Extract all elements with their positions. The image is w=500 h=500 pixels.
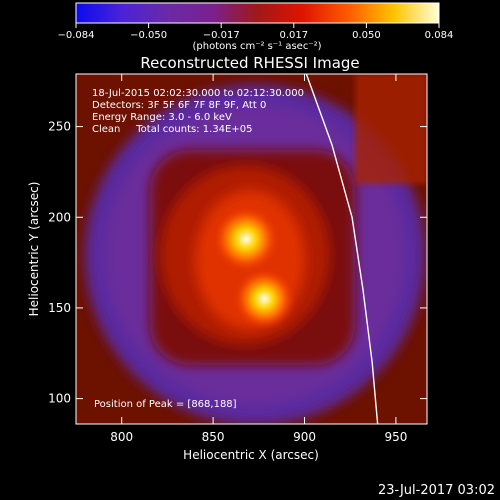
bright-source-2	[232, 267, 296, 331]
sources	[212, 205, 296, 331]
colorbar-ticks: −0.084 −0.050 −0.017 0.017 0.050 0.084	[57, 23, 453, 41]
colorbar: −0.084 −0.050 −0.017 0.017 0.050 0.084 (photo…	[57, 2, 453, 52]
info-annotations: 18-Jul-2015 02:02:30.000 to 02:12:30.000…	[92, 88, 304, 135]
y-tick-label: 250	[48, 120, 71, 134]
annotation-detectors: Detectors: 3F 5F 6F 7F 8F 9F, Att 0	[92, 100, 266, 111]
heatmap	[76, 74, 427, 424]
annotation-energy-range: Energy Range: 3.0 - 6.0 keV	[92, 112, 232, 123]
y-tick-label: 150	[48, 301, 71, 315]
upper-right-emission	[355, 74, 427, 184]
x-tick-label: 950	[384, 430, 407, 444]
x-tick-label: 900	[293, 430, 316, 444]
colorbar-bar	[75, 2, 440, 24]
colorbar-tick-label: −0.017	[203, 30, 240, 41]
x-tick-label: 800	[110, 430, 133, 444]
colorbar-tick-label: 0.050	[352, 30, 381, 41]
annotation-clean-counts: Clean Total counts: 1.34E+05	[92, 124, 252, 135]
solar-limb-curve	[305, 74, 379, 424]
plot-frame	[75, 73, 428, 425]
footer-date: 23-Jul-2017 03:02	[378, 483, 495, 498]
colorbar-tick-label: 0.084	[425, 30, 454, 41]
colorbar-tick-label: −0.050	[130, 30, 167, 41]
x-axis-ticks: 800 850 900 950	[110, 74, 407, 444]
y-axis-ticks: 100 150 200 250	[48, 120, 427, 406]
colorbar-tick-label: −0.084	[57, 30, 94, 41]
x-tick-label: 850	[202, 430, 225, 444]
annotation-time-range: 18-Jul-2015 02:02:30.000 to 02:12:30.000	[92, 88, 304, 99]
y-tick-label: 100	[48, 392, 71, 406]
colorbar-tick-label: 0.017	[279, 30, 308, 41]
peak-position-label: Position of Peak = [868,188]	[94, 399, 237, 410]
chart-title: Reconstructed RHESSI Image	[140, 54, 359, 72]
x-axis-label: Heliocentric X (arcsec)	[183, 448, 319, 462]
plot-area: 800 850 900 950 100 150 200 250	[48, 73, 428, 444]
y-axis-label: Heliocentric Y (arcsec)	[27, 182, 41, 317]
colorbar-units-label: (photons cm⁻² s⁻¹ asec⁻²)	[192, 41, 321, 52]
bright-source-1	[212, 205, 281, 274]
y-tick-label: 200	[48, 210, 71, 224]
